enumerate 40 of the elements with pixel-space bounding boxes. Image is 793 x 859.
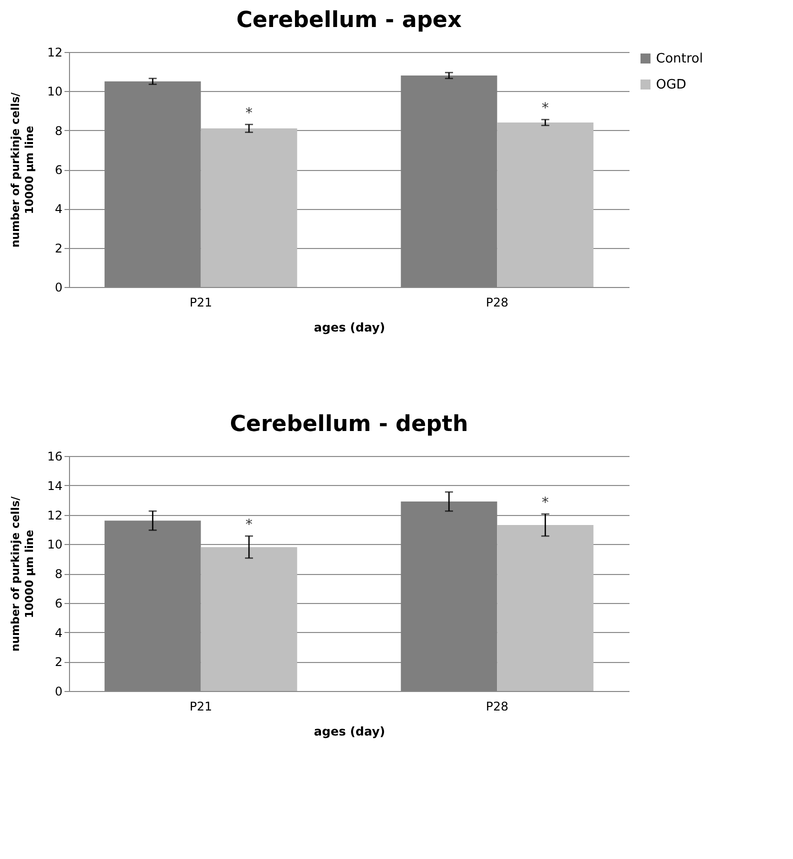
y-tick-label: 10 [47,538,62,552]
chart-title: Cerebellum - depth [230,412,468,437]
legend-label: OGD [656,78,686,92]
bar [497,122,594,287]
bar [104,520,201,691]
y-tick-label: 4 [54,626,62,640]
annotation: * [542,495,549,512]
chart-title: Cerebellum - apex [236,8,462,33]
x-axis-title: ages (day) [314,724,386,738]
y-tick-label: 0 [54,280,62,294]
y-tick-label: 10 [47,84,62,99]
x-tick-label: P28 [486,296,508,310]
y-tick-label: 12 [47,508,62,522]
y-tick-label: 8 [54,567,62,581]
x-tick-label: P21 [190,296,212,310]
legend-label: Control [656,52,703,66]
bar [400,76,498,287]
bar [200,128,298,287]
bar [400,502,498,691]
y-tick-label: 2 [54,241,62,256]
y-tick-label: 6 [54,163,62,177]
x-tick-label: P28 [486,700,508,714]
y-tick-label: 4 [54,202,62,216]
y-tick-label: 14 [47,478,62,493]
bar [200,547,298,691]
annotation: * [246,517,252,534]
y-tick-label: 8 [54,124,62,138]
y-tick-label: 6 [54,596,62,610]
y-axis-title: number of purkinje cells/ 10000 µm line [9,495,36,652]
bar [497,525,594,691]
x-tick-label: P21 [190,700,212,714]
annotation: * [542,100,549,117]
y-tick-label: 2 [54,655,62,670]
y-tick-label: 16 [47,450,62,464]
y-axis-title: number of purkinje cells/ 10000 µm line [9,91,36,248]
y-tick-label: 12 [47,46,62,60]
y-tick-label: 0 [54,684,62,698]
annotation: * [246,105,252,122]
bar [104,81,201,287]
x-axis-title: ages (day) [314,320,386,334]
